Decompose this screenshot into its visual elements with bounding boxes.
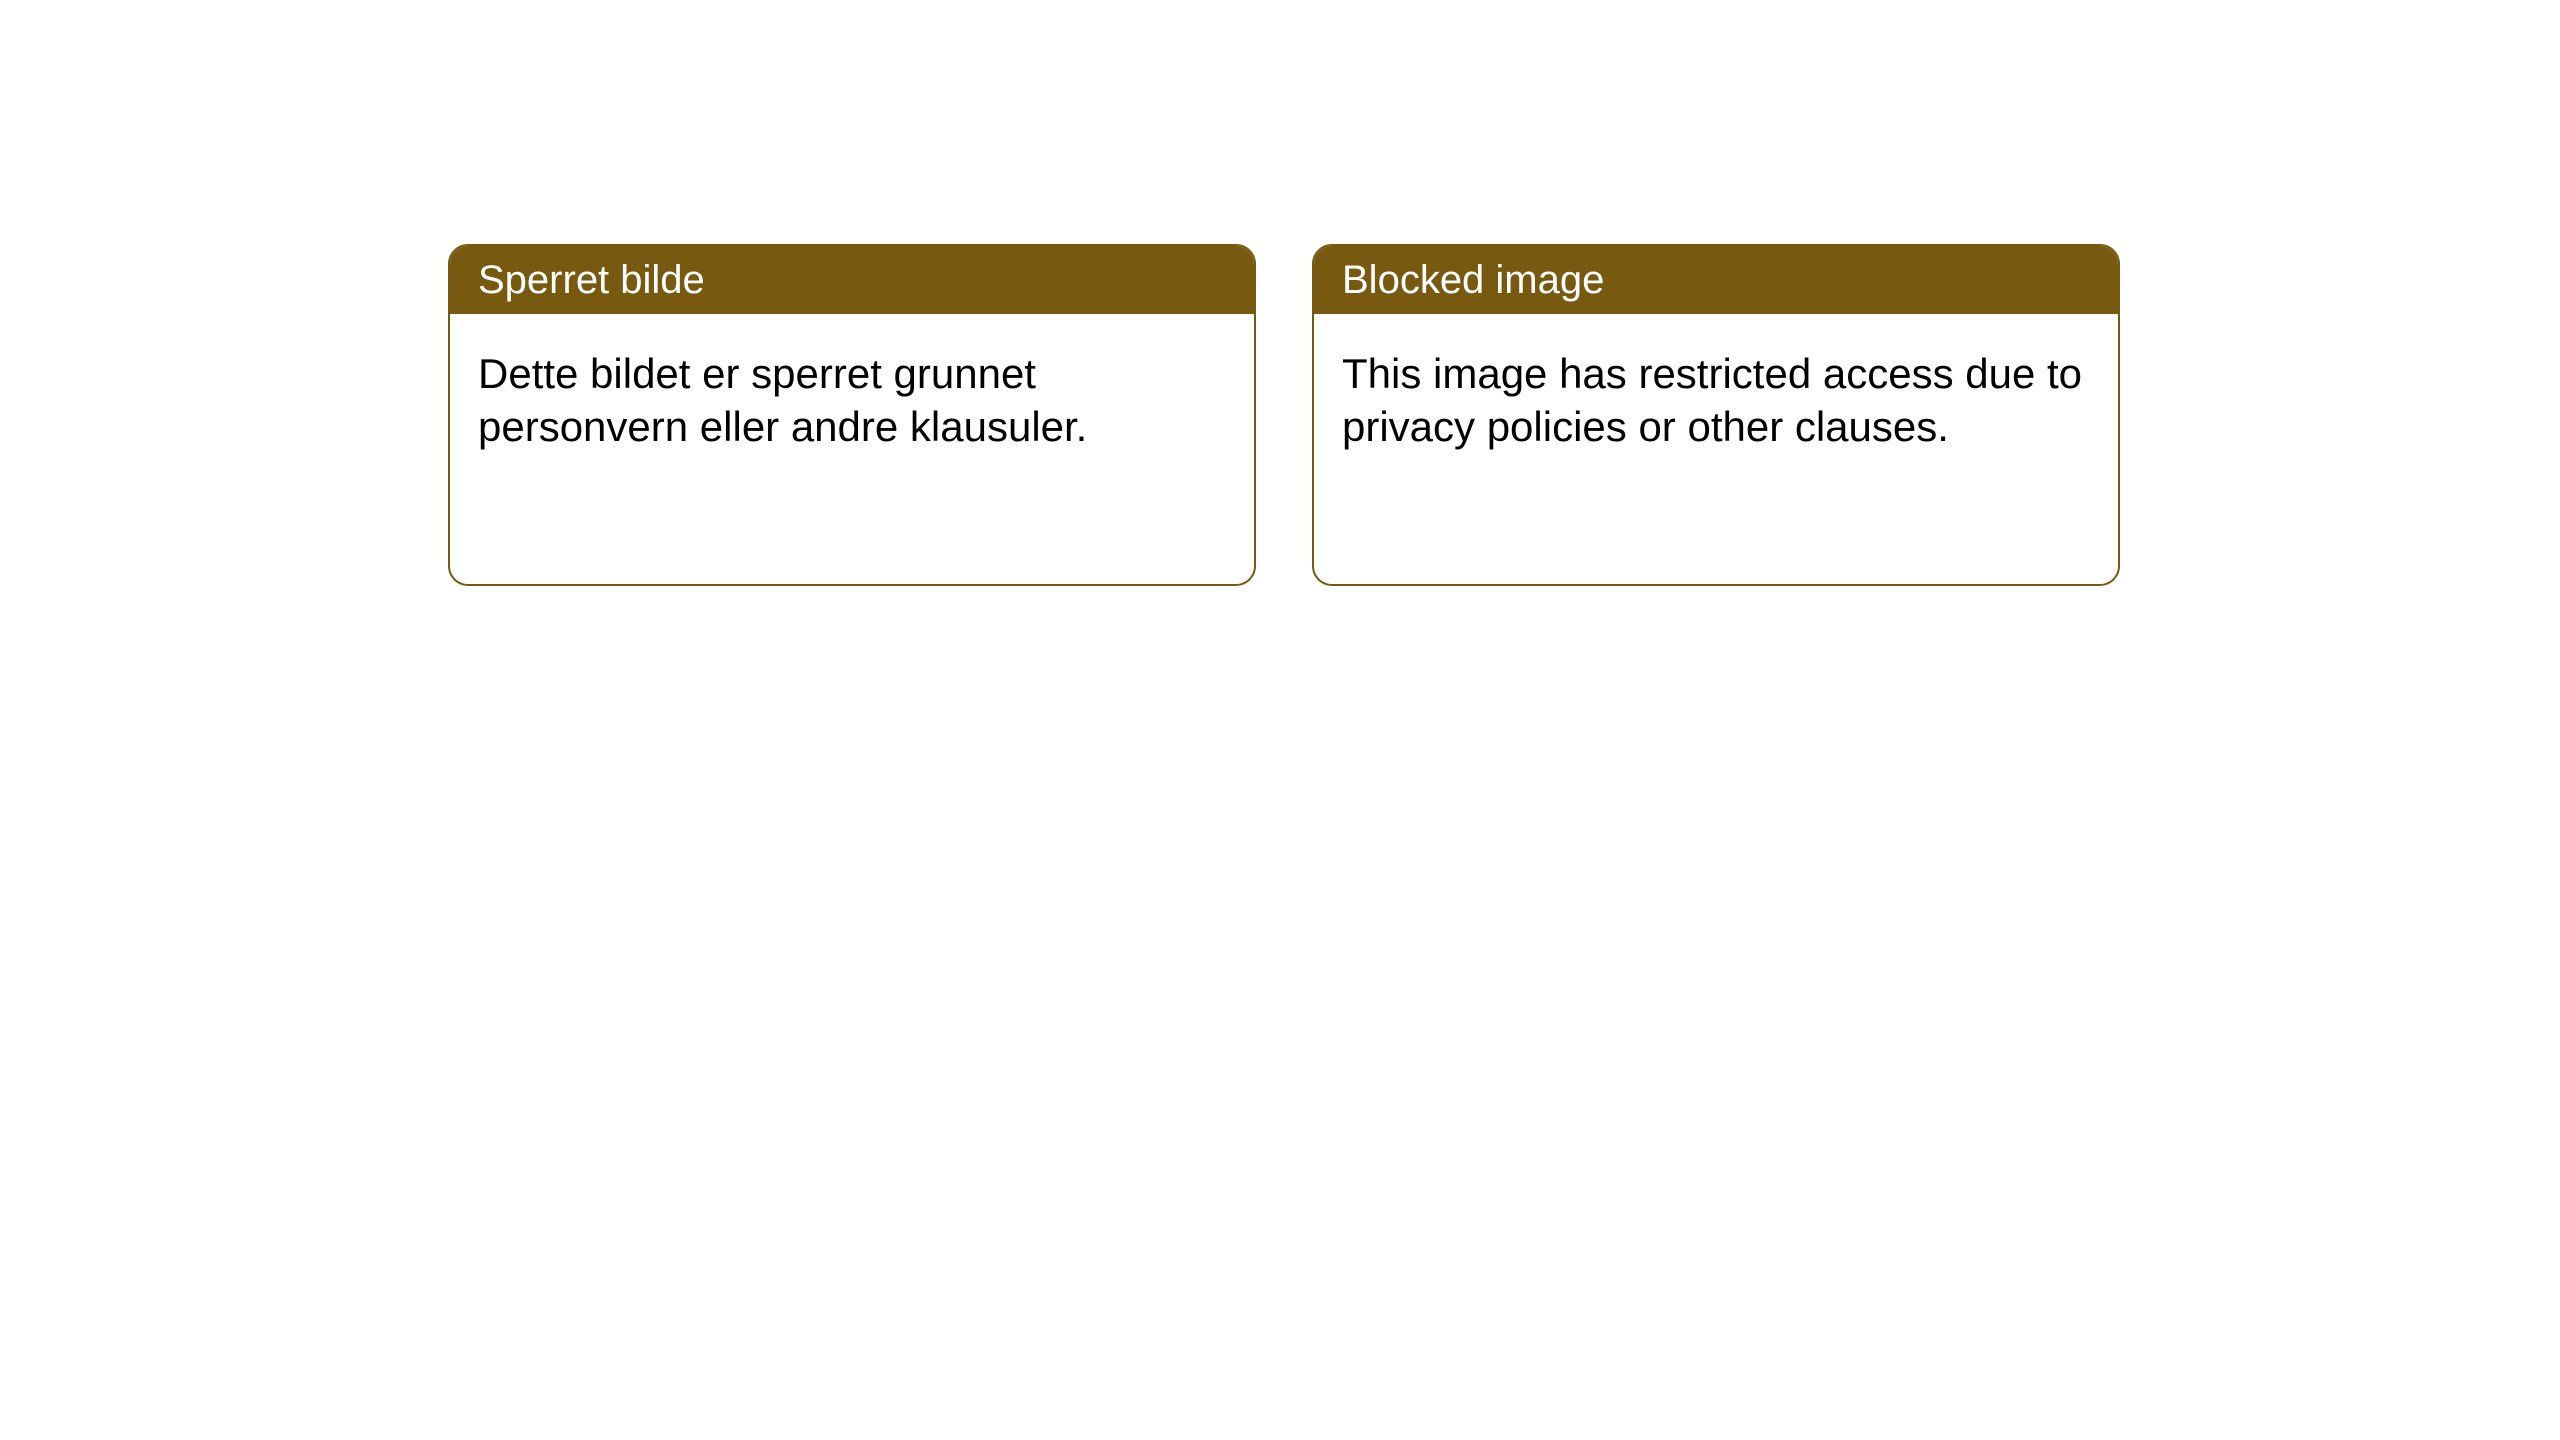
blocked-image-card-english: Blocked image This image has restricted … — [1312, 244, 2120, 586]
card-body-text: This image has restricted access due to … — [1342, 348, 2090, 453]
card-body: Dette bildet er sperret grunnet personve… — [450, 314, 1254, 584]
card-header: Sperret bilde — [450, 246, 1254, 314]
card-header-text: Sperret bilde — [478, 258, 705, 302]
card-header: Blocked image — [1314, 246, 2118, 314]
card-body: This image has restricted access due to … — [1314, 314, 2118, 584]
blocked-image-card-norwegian: Sperret bilde Dette bildet er sperret gr… — [448, 244, 1256, 586]
card-header-text: Blocked image — [1342, 258, 1604, 302]
card-body-text: Dette bildet er sperret grunnet personve… — [478, 348, 1226, 453]
cards-container: Sperret bilde Dette bildet er sperret gr… — [0, 0, 2560, 586]
